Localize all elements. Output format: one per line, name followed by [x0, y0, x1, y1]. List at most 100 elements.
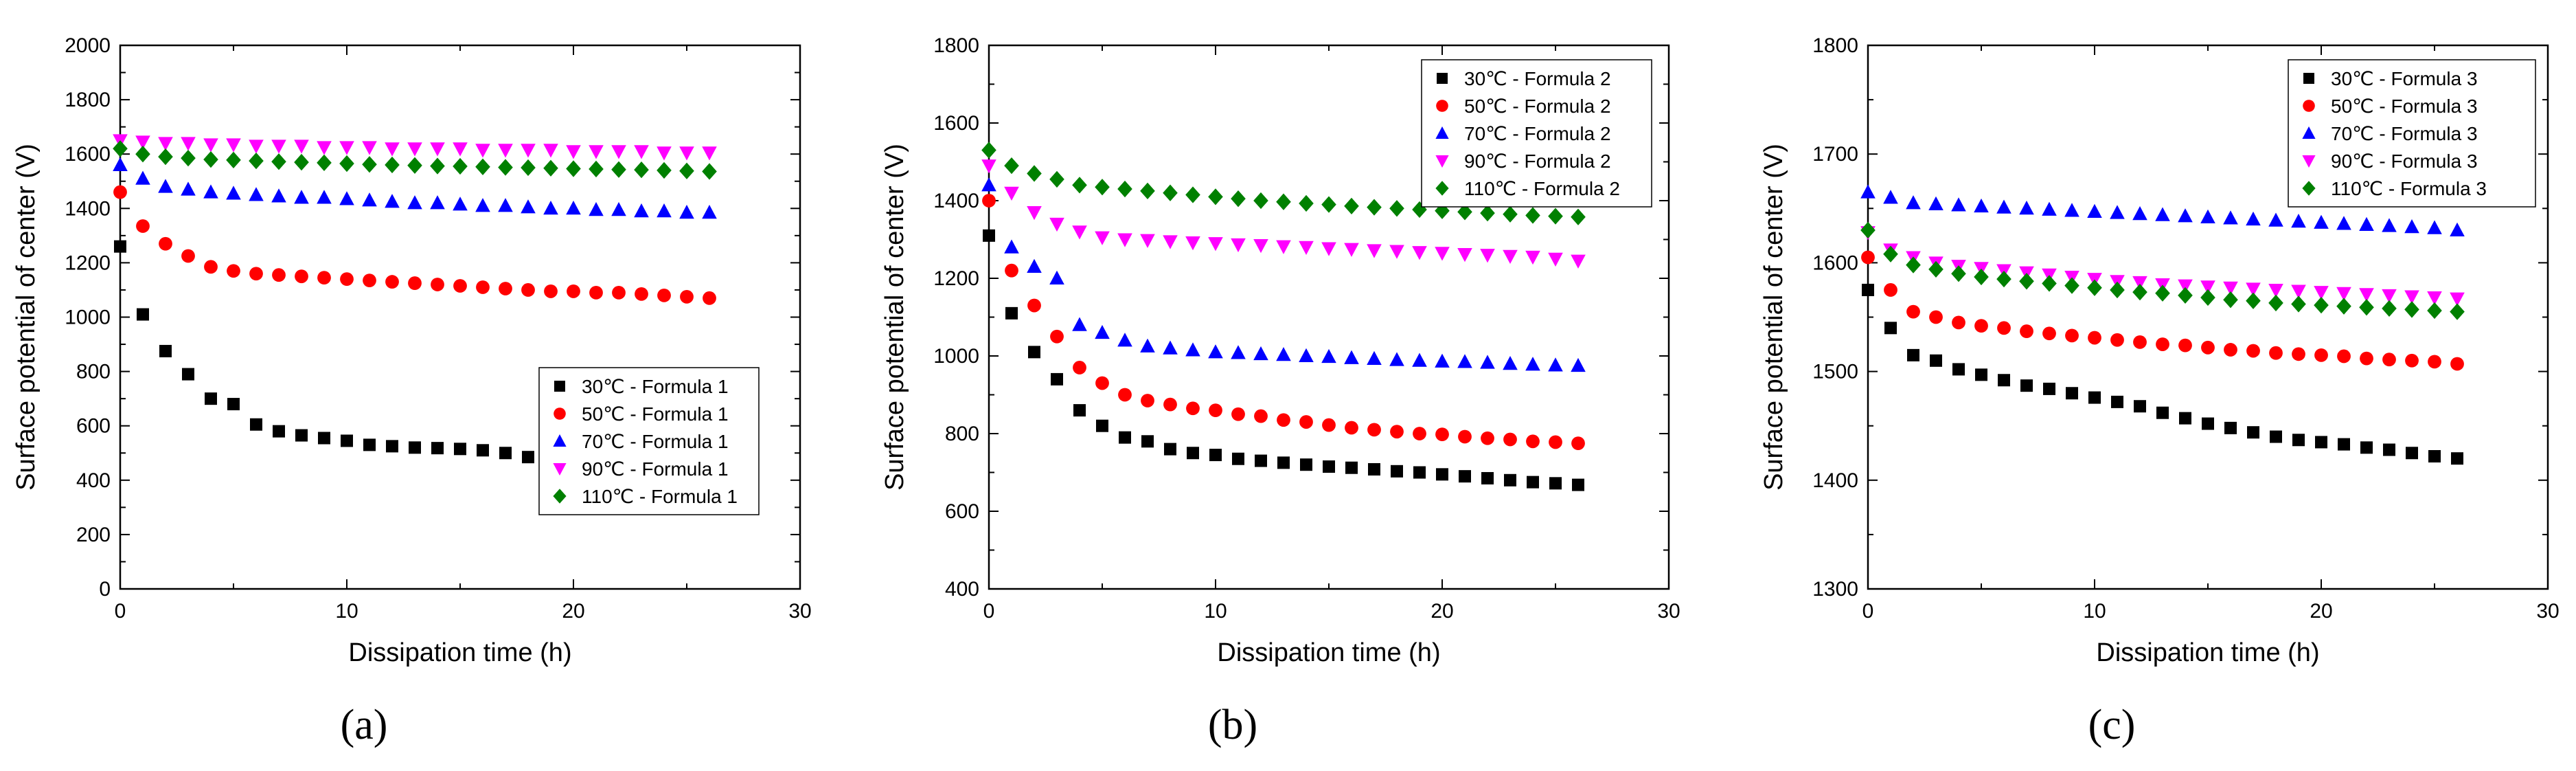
- data-point: [1391, 465, 1403, 478]
- data-point: [181, 181, 196, 196]
- legend-entry: 30℃ - Formula 3: [2331, 68, 2478, 89]
- data-point: [1163, 340, 1178, 355]
- data-point: [981, 142, 996, 159]
- data-point: [2404, 301, 2419, 318]
- data-point: [2201, 340, 2215, 355]
- data-point: [2087, 203, 2102, 219]
- data-point: [635, 287, 648, 301]
- data-point: [1412, 353, 1427, 367]
- data-point: [135, 170, 150, 185]
- legend-entry: 90℃ - Formula 2: [1464, 150, 1611, 172]
- data-point: [181, 137, 196, 151]
- data-point: [521, 199, 536, 214]
- data-point: [363, 273, 376, 288]
- data-point: [2088, 391, 2101, 404]
- data-point: [1860, 184, 1876, 199]
- data-point: [2064, 203, 2079, 217]
- data-point: [1525, 357, 1540, 371]
- data-point: [1906, 304, 1920, 319]
- data-point: [453, 197, 468, 211]
- data-point: [679, 162, 694, 179]
- data-point: [2156, 337, 2169, 351]
- y-tick-label: 1600: [1812, 252, 1858, 274]
- data-point: [2110, 333, 2124, 347]
- data-point: [226, 151, 241, 169]
- data-point: [317, 271, 331, 285]
- data-point: [1140, 182, 1155, 200]
- data-point: [1004, 239, 1019, 254]
- data-point: [703, 291, 716, 305]
- data-point: [1974, 198, 1989, 213]
- data-point: [226, 138, 241, 153]
- data-point: [1525, 207, 1540, 224]
- data-point: [1525, 250, 1540, 265]
- data-point: [1299, 348, 1314, 362]
- data-point: [1884, 322, 1897, 335]
- data-point: [1504, 473, 1516, 487]
- data-point: [205, 392, 217, 405]
- data-point: [1049, 217, 1064, 232]
- data-point: [430, 157, 445, 175]
- legend-marker: [553, 489, 567, 504]
- data-point: [1209, 449, 1222, 462]
- data-point: [1208, 344, 1223, 359]
- data-point: [386, 440, 398, 453]
- legend-entry: 50℃ - Formula 2: [1464, 96, 1611, 117]
- data-point: [1095, 179, 1110, 196]
- y-tick-label: 1200: [933, 267, 979, 290]
- panel-label: (a): [341, 702, 388, 748]
- data-point: [1185, 186, 1200, 203]
- data-point: [702, 163, 717, 180]
- data-point: [1367, 244, 1382, 258]
- panel-label: (b): [1208, 702, 1257, 748]
- series-5: [981, 142, 1586, 225]
- data-point: [1435, 353, 1450, 368]
- data-point: [1095, 376, 1109, 390]
- data-point: [385, 156, 400, 174]
- data-point: [2338, 438, 2350, 451]
- x-axis-label: Dissipation time (h): [1217, 638, 1440, 667]
- data-point: [385, 194, 400, 208]
- x-tick-label: 20: [1431, 600, 1453, 623]
- data-point: [2404, 290, 2419, 304]
- data-point: [2291, 214, 2306, 228]
- data-point: [499, 282, 512, 295]
- data-point: [2111, 395, 2123, 408]
- data-point: [657, 203, 672, 218]
- x-axis-label: Dissipation time (h): [348, 638, 571, 667]
- y-tick-label: 0: [99, 578, 111, 601]
- data-point: [2268, 283, 2283, 298]
- data-point: [407, 195, 422, 210]
- data-point: [2336, 216, 2351, 230]
- chart-panel-1: 0 10 20 30 0 200 400 600 800 1000 1200 1400 1600 1800…: [12, 34, 812, 748]
- data-point: [159, 236, 172, 251]
- data-point: [430, 142, 445, 157]
- data-point: [611, 145, 626, 159]
- data-point: [1253, 346, 1268, 361]
- data-point: [271, 188, 286, 203]
- data-point: [2270, 430, 2282, 443]
- data-point: [1389, 200, 1404, 217]
- data-point: [1096, 419, 1108, 432]
- data-point: [1276, 240, 1291, 254]
- data-point: [566, 160, 581, 177]
- data-point: [113, 140, 128, 157]
- data-point: [385, 142, 400, 157]
- y-tick-label: 600: [945, 500, 979, 523]
- chart-panel-3: 0 10 20 30 1300 1400 1500 1600 1700 1800 Dissipati…: [1759, 34, 2560, 748]
- data-point: [135, 146, 150, 163]
- data-point: [250, 418, 262, 431]
- data-point: [1929, 310, 1943, 324]
- data-point: [1549, 477, 1562, 490]
- data-point: [1277, 456, 1290, 469]
- legend-entry: 50℃ - Formula 3: [2331, 96, 2478, 117]
- data-point: [2314, 296, 2329, 314]
- panel-label: (c): [2088, 702, 2136, 748]
- data-point: [1255, 454, 1267, 467]
- data-point: [272, 268, 286, 282]
- data-point: [1344, 197, 1359, 215]
- data-point: [1503, 249, 1518, 265]
- data-point: [158, 179, 173, 193]
- data-point: [1345, 461, 1358, 474]
